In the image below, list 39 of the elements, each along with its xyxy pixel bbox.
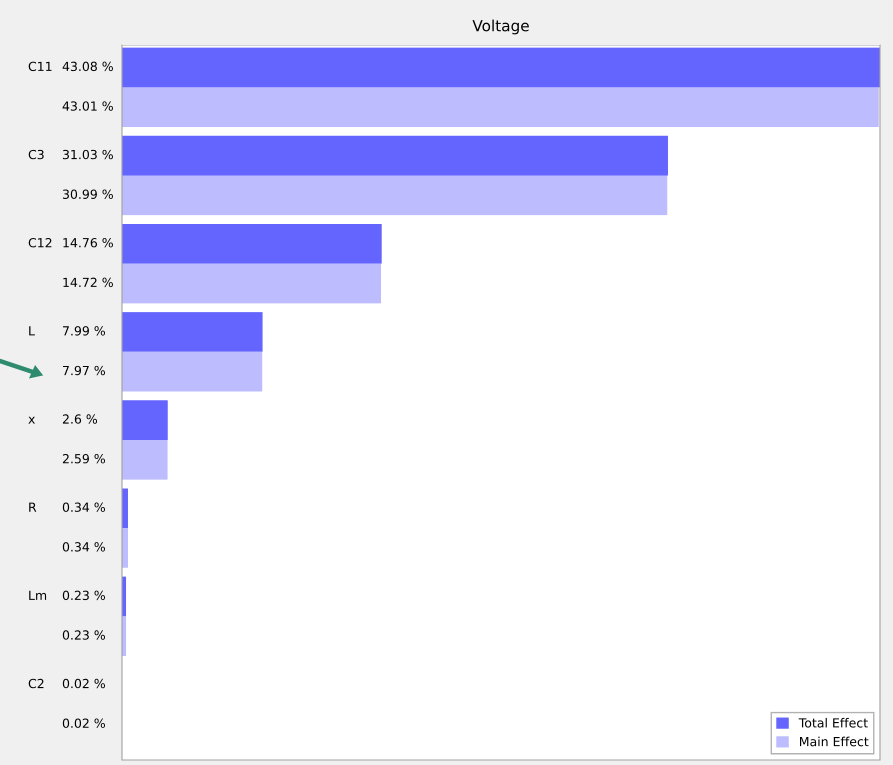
y-tick-label: x [28, 416, 35, 424]
data-label: 30.99 % [62, 189, 113, 199]
bar [122, 87, 879, 127]
bar [122, 352, 262, 392]
y-tick-label: C12 [28, 238, 52, 248]
legend-label: Main Effect [800, 736, 868, 746]
data-label: 43.01 % [62, 101, 113, 111]
y-tick-label: C3 [28, 150, 44, 160]
bar [122, 264, 381, 304]
data-label: 7.97 % [63, 366, 105, 376]
data-label: 0.02 % [62, 678, 105, 688]
chart-title: Voltage [472, 20, 529, 34]
data-label: 43.08 % [62, 62, 113, 72]
bar [122, 136, 668, 176]
bar [122, 312, 263, 352]
data-label: 14.72 % [63, 278, 113, 288]
bar [122, 175, 668, 216]
y-tick-label: C11 [28, 62, 52, 72]
data-label: 0.34 % [62, 502, 105, 512]
data-label: 14.76 % [63, 238, 113, 248]
y-tick-label: L [29, 326, 35, 336]
data-label: 0.23 % [62, 590, 105, 600]
data-label: 2.6 % [62, 414, 98, 424]
bar [122, 440, 168, 480]
y-tick-label: C2 [28, 678, 44, 688]
y-tick-label: R [29, 502, 36, 512]
data-label: 2.59 % [62, 454, 105, 464]
data-label: 0.23 % [62, 630, 105, 640]
bar [122, 48, 880, 88]
data-label: 7.99 % [63, 326, 105, 336]
data-label: 31.03 % [62, 150, 113, 160]
bar [122, 528, 128, 568]
y-tick-label: Lm [29, 590, 46, 600]
bar [122, 488, 128, 528]
data-label: 0.34 % [62, 542, 105, 552]
data-label: 0.02 % [62, 718, 105, 728]
legend-label: Total Effect [798, 718, 868, 728]
bar [122, 400, 168, 440]
bar [122, 224, 382, 264]
